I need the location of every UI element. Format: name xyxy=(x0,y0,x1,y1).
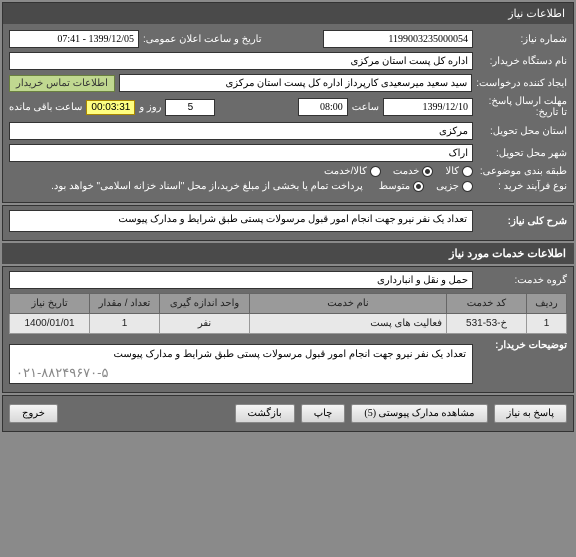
payment-type-label: نوع فرآیند خرید : xyxy=(477,181,567,192)
radio-kala[interactable]: کالا xyxy=(445,166,473,177)
desc-label: شرح کلی نیاز: xyxy=(477,216,567,227)
remaining-label: ساعت باقی مانده xyxy=(9,102,82,113)
th-date: تاریخ نیاز xyxy=(10,294,90,314)
need-number-label: شماره نیاز: xyxy=(477,34,567,45)
respond-button[interactable]: پاسخ به نیاز xyxy=(494,404,568,423)
time-remaining: 00:03:31 xyxy=(86,100,135,115)
city-input[interactable] xyxy=(9,144,473,162)
category-label: طبقه بندی موضوعی: xyxy=(477,166,567,177)
creator-input[interactable] xyxy=(119,74,472,92)
time-label: ساعت xyxy=(352,102,379,113)
panel-title: اطلاعات نیاز xyxy=(3,3,573,24)
group-input[interactable] xyxy=(9,271,473,289)
deadline-date-input[interactable] xyxy=(383,98,473,116)
cell-unit: نفر xyxy=(160,314,250,334)
desc-text[interactable]: تعداد یک نفر نیرو جهت انجام امور قبول مر… xyxy=(9,210,473,232)
table-header-row: ردیف کد خدمت نام خدمت واحد اندازه گیری ت… xyxy=(10,294,567,314)
th-qty: تعداد / مقدار xyxy=(90,294,160,314)
buyer-org-input[interactable] xyxy=(9,52,473,70)
deadline-label: مهلت ارسال پاسخ:تا تاریخ: xyxy=(477,96,567,118)
cell-code: خ-53-531 xyxy=(447,314,527,334)
buyer-org-label: نام دستگاه خریدار: xyxy=(477,56,567,67)
th-name: نام خدمت xyxy=(250,294,447,314)
radio-circle-icon xyxy=(462,166,473,177)
radio-circle-selected-icon xyxy=(422,166,433,177)
th-unit: واحد اندازه گیری xyxy=(160,294,250,314)
payment-radio-group: جزیی متوسط xyxy=(379,181,473,192)
print-button[interactable]: چاپ xyxy=(301,404,346,423)
table-row[interactable]: 1 خ-53-531 فعالیت های پست نفر 1 1400/01/… xyxy=(10,314,567,334)
radio-circle-icon xyxy=(370,166,381,177)
buyer-notes-box: تعداد یک نفر نیرو جهت انجام امور قبول مر… xyxy=(9,344,473,384)
cell-qty: 1 xyxy=(90,314,160,334)
button-row: پاسخ به نیاز مشاهده مدارک پیوستی (5) چاپ… xyxy=(2,395,574,432)
cell-name: فعالیت های پست xyxy=(250,314,447,334)
radio-circle-icon xyxy=(462,181,473,192)
city-label: شهر محل تحویل: xyxy=(477,148,567,159)
province-input[interactable] xyxy=(9,122,473,140)
payment-note: پرداخت تمام یا بخشی از مبلغ خرید،از محل … xyxy=(51,181,363,192)
deadline-time-input[interactable] xyxy=(298,98,348,116)
province-label: استان محل تحویل: xyxy=(477,126,567,137)
days-label: روز و xyxy=(139,102,161,113)
services-section-title: اطلاعات خدمات مورد نیاز xyxy=(2,243,574,264)
phone-watermark: ۰۲۱-۸۸۲۴۹۶۷۰-۵ xyxy=(16,365,108,381)
th-code: کد خدمت xyxy=(447,294,527,314)
radio-medium[interactable]: متوسط xyxy=(379,181,424,192)
group-label: گروه خدمت: xyxy=(477,275,567,286)
days-remaining: 5 xyxy=(165,99,215,116)
attachments-button[interactable]: مشاهده مدارک پیوستی (5) xyxy=(351,404,487,423)
radio-khadamat[interactable]: خدمت xyxy=(393,166,434,177)
category-radio-group: کالا خدمت کالا/خدمت xyxy=(324,166,473,177)
cell-date: 1400/01/01 xyxy=(10,314,90,334)
th-row: ردیف xyxy=(527,294,567,314)
radio-circle-selected-icon xyxy=(413,181,424,192)
contact-info-button[interactable]: اطلاعات تماس خریدار xyxy=(9,75,115,92)
cell-row: 1 xyxy=(527,314,567,334)
need-number-input[interactable] xyxy=(323,30,473,48)
exit-button[interactable]: خروج xyxy=(9,404,58,423)
buyer-notes-text: تعداد یک نفر نیرو جهت انجام امور قبول مر… xyxy=(114,349,466,360)
buyer-notes-label: توضیحات خریدار: xyxy=(477,340,567,351)
radio-kala-khadamat[interactable]: کالا/خدمت xyxy=(324,166,381,177)
refresh-button[interactable]: بازگشت xyxy=(235,404,295,423)
services-table: ردیف کد خدمت نام خدمت واحد اندازه گیری ت… xyxy=(9,293,567,334)
radio-small[interactable]: جزیی xyxy=(436,181,473,192)
need-info-panel: اطلاعات نیاز شماره نیاز: تاریخ و ساعت اع… xyxy=(2,2,574,203)
creator-label: ایجاد کننده درخواست: xyxy=(476,78,567,89)
announce-label: تاریخ و ساعت اعلان عمومی: xyxy=(143,34,262,45)
announce-input[interactable] xyxy=(9,30,139,48)
